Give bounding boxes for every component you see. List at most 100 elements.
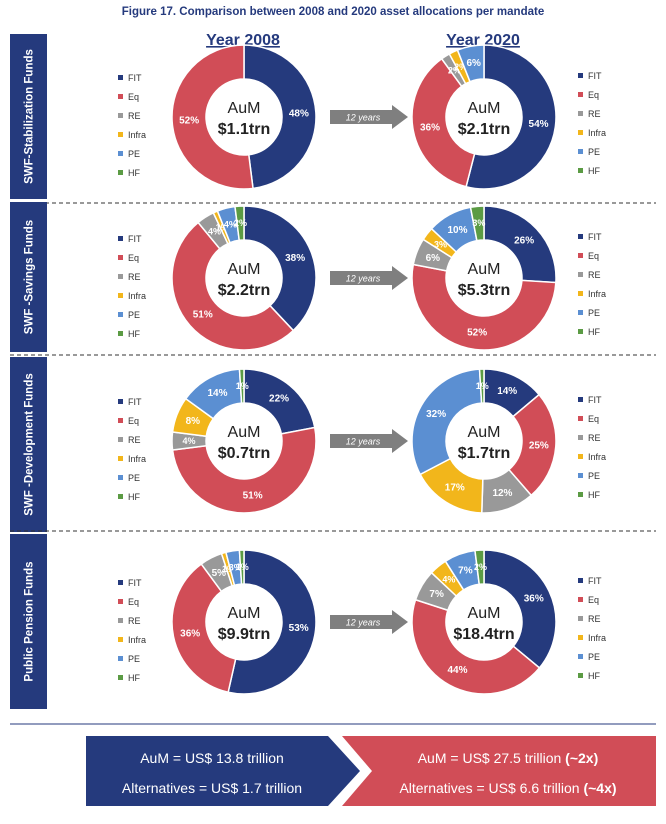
row-swf-development-funds-2008-legend: FIT Eq RE Infra PE HF (118, 397, 146, 502)
summary-2020-alternatives: Alternatives = US$ 6.6 trillion (~4x) (399, 780, 616, 796)
row-public-pension-funds-2008-label-fit: 53% (289, 623, 309, 634)
row-swf-development-funds-2020-donut: 14% 25% 12% 17% 32% 1% AuM $1.7trn (411, 368, 557, 514)
row-swf-savings-funds-2008-legend-item-pe: PE (128, 310, 140, 320)
row-swf-savings-funds-2008-legend-item-hf: HF (128, 329, 140, 339)
row-swf-savings-funds-2008-label-fit: 38% (285, 253, 305, 264)
row-public-pension-funds-2020-legend-item-re: RE (588, 614, 601, 624)
row-swf-stabilization-funds-2008-label-fit: 48% (289, 109, 309, 120)
row-swf-development-funds-2020-label-fit: 14% (497, 386, 517, 397)
row-swf-stabilization-funds-mandate-label: SWF-Stabilization Funds (24, 49, 36, 184)
row-swf-stabilization-funds-2008-legend-swatch-pe (118, 151, 123, 156)
row-public-pension-funds-2020-legend-swatch-infra (578, 635, 583, 640)
row-swf-stabilization-funds-2008-slice-eq (171, 44, 254, 190)
row-swf-savings-funds-2020-legend-swatch-fit (578, 234, 583, 239)
row-swf-stabilization-funds-2020-legend-swatch-fit (578, 73, 583, 78)
row-swf-savings-funds-2008-legend: FIT Eq RE Infra PE HF (118, 234, 146, 339)
row-swf-development-funds-2020-label-pe: 32% (426, 409, 446, 420)
row-swf-development-funds-2008-legend-item-eq: Eq (128, 416, 139, 426)
row-swf-stabilization-funds-2020-legend: FIT Eq RE Infra PE HF (578, 71, 606, 176)
row-swf-development-funds-2020-label-re: 12% (492, 488, 512, 499)
row-swf-savings-funds-2008-legend-swatch-pe (118, 312, 123, 317)
row-swf-stabilization-funds-2008-aum-label: AuM (228, 100, 261, 117)
row-public-pension-funds-2008-slice-fit (227, 549, 317, 695)
row-swf-stabilization-funds-2008-legend-item-re: RE (128, 111, 141, 121)
row-public-pension-funds-2020-slice-eq (411, 598, 541, 695)
row-swf-development-funds-2008-legend-swatch-eq (118, 418, 123, 423)
row-public-pension-funds-arrow-label: 12 years (346, 618, 381, 628)
row-swf-savings-funds-2008-legend-item-infra: Infra (128, 291, 146, 301)
row-swf-stabilization-funds-2020-slice-pe (456, 44, 485, 83)
row-swf-development-funds-2008-slice-hf (238, 368, 245, 404)
row-swf-development-funds-label-box (10, 357, 47, 532)
row-public-pension-funds-2020-legend-swatch-fit (578, 578, 583, 583)
row-swf-stabilization-funds-label-box (10, 34, 47, 199)
summary-2020-aum-value: AuM = US$ 27.5 trillion (418, 750, 562, 766)
row-swf-savings-funds-2020-label-re: 6% (426, 253, 441, 264)
row-swf-stabilization-funds-2020-legend-swatch-hf (578, 168, 583, 173)
row-swf-savings-funds-2020-legend-swatch-hf (578, 329, 583, 334)
row-swf-savings-funds-2008-donut: 38%51%4%1%4%2%AuM$2.2trn (171, 205, 317, 351)
row-swf-savings-funds-2020-legend: FIT Eq RE Infra PE HF (578, 232, 606, 337)
row-swf-development-funds-2020-legend-item-re: RE (588, 433, 601, 443)
row-swf-stabilization-funds-2020-legend-item-hf: HF (588, 166, 600, 176)
year-2020-header: Year 2020 (446, 32, 520, 49)
row-swf-stabilization-funds-2008-legend-item-infra: Infra (128, 130, 146, 140)
row-swf-stabilization-funds-2020-label-fit: 54% (529, 119, 549, 130)
row-public-pension-funds-2008-aum-label: AuM (228, 605, 261, 622)
summary-2020-alternatives-value: Alternatives = US$ 6.6 trillion (399, 780, 579, 796)
row-public-pension-funds-2008-legend: FIT Eq RE Infra PE HF (118, 578, 146, 683)
row-swf-development-funds-2008-label-fit: 22% (269, 394, 289, 405)
row-swf-stabilization-funds-2020-legend-swatch-re (578, 111, 583, 116)
row-public-pension-funds-2020-label-infra: 4% (442, 575, 455, 585)
row-swf-stabilization-funds-2020-legend-swatch-infra (578, 130, 583, 135)
row-swf-savings-funds-2020-aum-label: AuM (468, 261, 501, 278)
row-swf-savings-funds-2008-legend-item-fit: FIT (128, 234, 142, 244)
row-swf-development-funds-2008-legend-swatch-fit (118, 399, 123, 404)
row-swf-savings-funds-2020-legend-item-fit: FIT (588, 232, 602, 242)
summary-2020-aum: AuM = US$ 27.5 trillion (~2x) (418, 750, 599, 766)
summary-2008-aum: AuM = US$ 13.8 trillion (140, 750, 284, 766)
row-swf-savings-funds-2008-legend-swatch-fit (118, 236, 123, 241)
row-public-pension-funds-2008-legend-swatch-re (118, 618, 123, 623)
row-public-pension-funds-2008-label-infra: 1% (222, 564, 235, 574)
row-swf-development-funds-2020-legend-swatch-re (578, 435, 583, 440)
row-swf-development-funds-2020-slice-pe (411, 368, 483, 476)
row-swf-stabilization-funds-2008-legend-swatch-infra (118, 132, 123, 137)
row-swf-savings-funds-2020-slice-hf (469, 205, 485, 242)
row-swf-development-funds-2020-legend-item-fit: FIT (588, 395, 602, 405)
row-swf-stabilization-funds-arrow-label: 12 years (346, 113, 381, 123)
row-public-pension-funds-2020-legend-item-infra: Infra (588, 633, 606, 643)
row-swf-development-funds-2020-slice-hf (478, 368, 485, 404)
row-swf-savings-funds-2008-legend-swatch-hf (118, 331, 123, 336)
row-swf-development-funds-2008-legend-item-infra: Infra (128, 454, 146, 464)
row-public-pension-funds-2020-label-hf: 2% (474, 562, 487, 572)
row-swf-stabilization-funds-2020-legend-swatch-pe (578, 149, 583, 154)
row-swf-development-funds-2008-label-pe: 14% (207, 388, 227, 399)
row-swf-savings-funds-2020-label-fit: 26% (514, 235, 534, 246)
row-swf-stabilization-funds-arrow-icon (330, 105, 408, 129)
row-swf-stabilization-funds-2008-legend-item-pe: PE (128, 149, 140, 159)
row-swf-stabilization-funds-2008-legend-item-eq: Eq (128, 92, 139, 102)
row-swf-stabilization-funds-2008-donut: 48% 52% AuM $1.1trn (171, 44, 317, 190)
row-swf-stabilization-funds-2020-legend-swatch-eq (578, 92, 583, 97)
row-public-pension-funds-2008-label-hf: 1% (236, 562, 249, 572)
row-swf-development-funds-2008-aum-value: $0.7trn (218, 445, 270, 462)
row-public-pension-funds-2008-label-pe: 3% (229, 563, 242, 573)
row-swf-savings-funds-2020-aum-value: $5.3trn (458, 282, 510, 299)
row-swf-stabilization-funds-2008-legend-swatch-fit (118, 75, 123, 80)
row-swf-stabilization-funds-2020-label-re: 2% (448, 66, 461, 76)
row-public-pension-funds-arrow-icon (330, 610, 408, 634)
row-public-pension-funds-2008-legend-item-pe: PE (128, 654, 140, 664)
row-swf-development-funds-2020-label-hf: 1% (476, 381, 489, 391)
row-swf-savings-funds-2008-slice-eq (171, 221, 295, 351)
row-swf-stabilization-funds-2008-legend: FIT Eq RE Infra PE HF (118, 73, 146, 178)
row-swf-savings-funds-2008-legend-swatch-infra (118, 293, 123, 298)
row-swf-development-funds-2008-legend-item-hf: HF (128, 492, 140, 502)
row-swf-savings-funds-2008-label-re: 4% (208, 227, 221, 237)
row-swf-stabilization-funds-2008-legend-swatch-hf (118, 170, 123, 175)
row-swf-development-funds-2008-legend-swatch-pe (118, 475, 123, 480)
year-2008-header: Year 2008 (206, 32, 280, 49)
row-public-pension-funds-2008-legend-swatch-pe (118, 656, 123, 661)
row-swf-stabilization-funds-2020-legend-item-re: RE (588, 109, 601, 119)
